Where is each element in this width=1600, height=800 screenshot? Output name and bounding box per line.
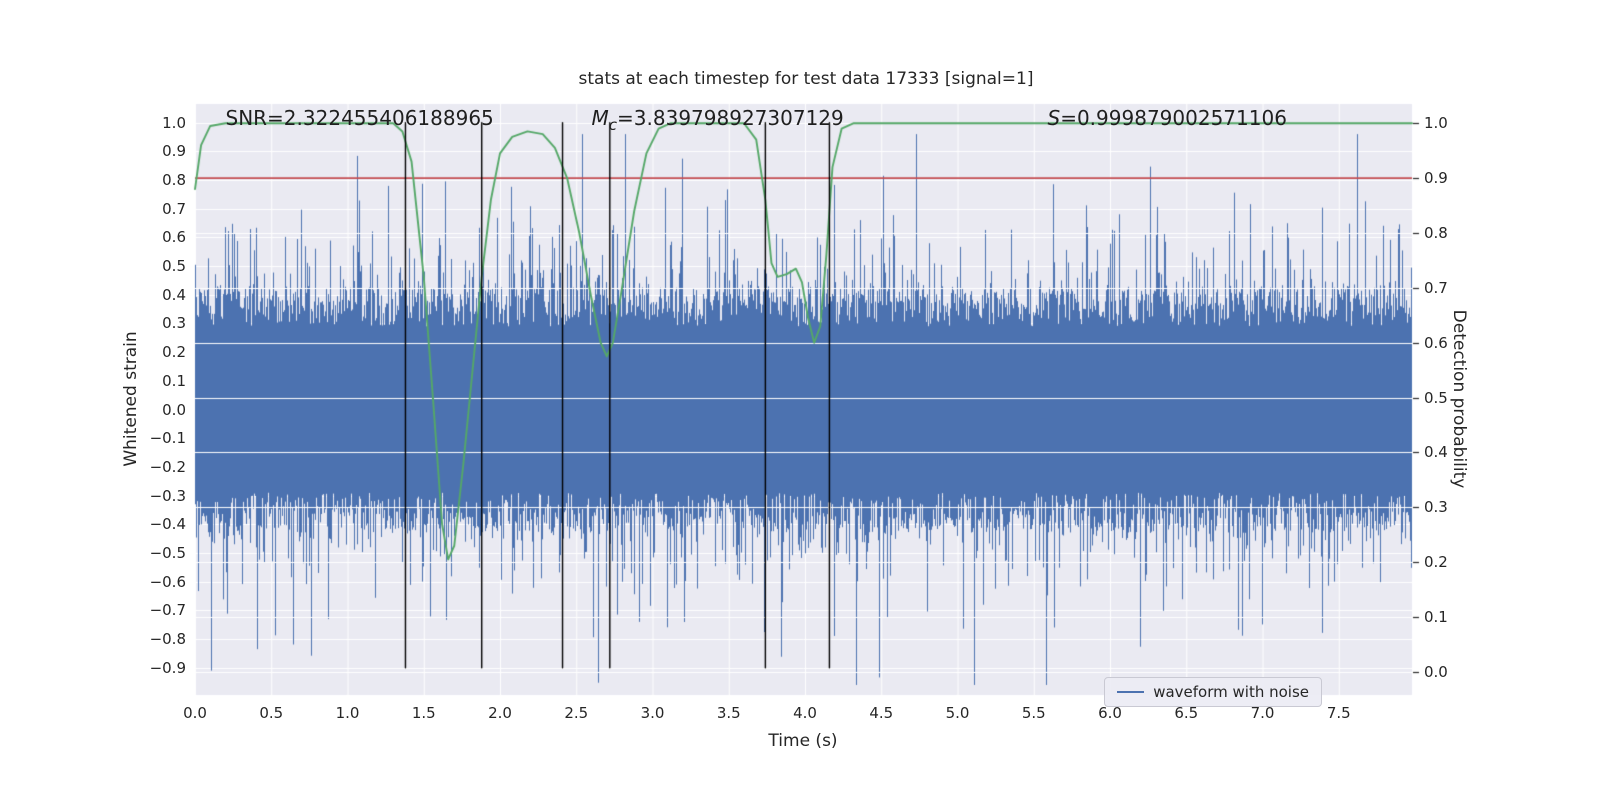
y-tick-label-left: −0.7 (149, 601, 186, 620)
x-tick-label: 5.5 (1021, 704, 1046, 722)
y-tick-label-right: 0.5 (1424, 388, 1448, 407)
legend-line-sample (1117, 691, 1145, 693)
y-tick-label-right: 0.0 (1424, 662, 1448, 681)
y-tick-label-left: 0.9 (162, 142, 186, 161)
y-tick-label-left: −0.9 (149, 658, 186, 677)
legend-label: waveform with noise (1153, 683, 1309, 701)
y-tick-label-left: −0.2 (149, 457, 186, 476)
y-tick-label-left: −0.4 (149, 515, 186, 534)
x-tick-label: 6.5 (1174, 704, 1199, 722)
y-axis-label-right: Detection probability (1449, 309, 1469, 489)
y-tick-label-right: 0.6 (1424, 333, 1448, 352)
x-axis-label: Time (s) (768, 731, 838, 751)
y-tick-label-right: 0.9 (1424, 169, 1448, 188)
y-tick-label-left: −0.1 (149, 429, 186, 448)
x-tick-label: 7.0 (1250, 704, 1275, 722)
y-tick-label-left: −0.6 (149, 572, 186, 591)
y-tick-label-left: 0.1 (162, 371, 186, 390)
y-tick-label-left: 1.0 (162, 113, 186, 132)
y-tick-label-left: 0.4 (162, 285, 186, 304)
annotation-s-value: =0.999879002571106 (1060, 105, 1287, 130)
y-tick-label-left: 0.8 (162, 171, 186, 190)
annotation-mc-value: =3.839798927307129 (617, 105, 844, 130)
x-tick-label: 3.0 (640, 704, 665, 722)
y-tick-label-right: 0.2 (1424, 553, 1448, 572)
y-tick-label-right: 0.7 (1424, 278, 1448, 297)
y-tick-label-right: 0.1 (1424, 608, 1448, 627)
legend: waveform with noise (1104, 677, 1322, 707)
x-tick-label: 6.0 (1098, 704, 1122, 722)
y-tick-label-left: 0.5 (162, 257, 186, 276)
y-tick-label-left: 0.7 (162, 199, 186, 218)
annotation-snr-text: SNR=2.322455406188965 (225, 105, 494, 130)
x-tick-label: 7.5 (1326, 704, 1351, 722)
annotation-s-stat: S=0.999879002571106 (1048, 106, 1287, 130)
x-tick-label: 4.5 (869, 704, 894, 722)
x-tick-label: 0.0 (183, 704, 207, 722)
annotation-mc-sub: c (608, 115, 618, 134)
chart-title: stats at each timestep for test data 173… (578, 69, 1034, 89)
y-tick-label-left: −0.8 (149, 630, 186, 649)
annotation-s-var: S (1047, 105, 1061, 130)
x-tick-label: 5.0 (945, 704, 970, 722)
x-tick-label: 0.5 (259, 704, 284, 722)
annotation-chirp-mass: Mc=3.839798927307129 (592, 106, 844, 134)
x-tick-label: 2.5 (564, 704, 589, 722)
annotation-mc-var: M (591, 105, 609, 130)
y-tick-label-left: −0.5 (149, 543, 186, 562)
y-tick-label-left: 0.0 (162, 400, 186, 419)
y-tick-label-right: 0.8 (1424, 223, 1448, 242)
y-tick-label-right: 0.4 (1424, 443, 1448, 462)
y-tick-label-right: 1.0 (1424, 114, 1448, 133)
y-tick-label-left: 0.3 (162, 314, 186, 333)
y-tick-label-left: 0.6 (162, 228, 186, 247)
annotation-snr: SNR=2.322455406188965 (226, 106, 494, 130)
y-tick-label-right: 0.3 (1424, 498, 1448, 517)
x-tick-label: 2.0 (488, 704, 512, 722)
x-tick-label: 4.0 (793, 704, 817, 722)
x-tick-label: 3.5 (716, 704, 741, 722)
x-tick-label: 1.0 (335, 704, 360, 722)
y-tick-label-left: 0.2 (162, 343, 186, 362)
y-tick-label-left: −0.3 (149, 486, 186, 505)
x-tick-label: 1.5 (411, 704, 436, 722)
